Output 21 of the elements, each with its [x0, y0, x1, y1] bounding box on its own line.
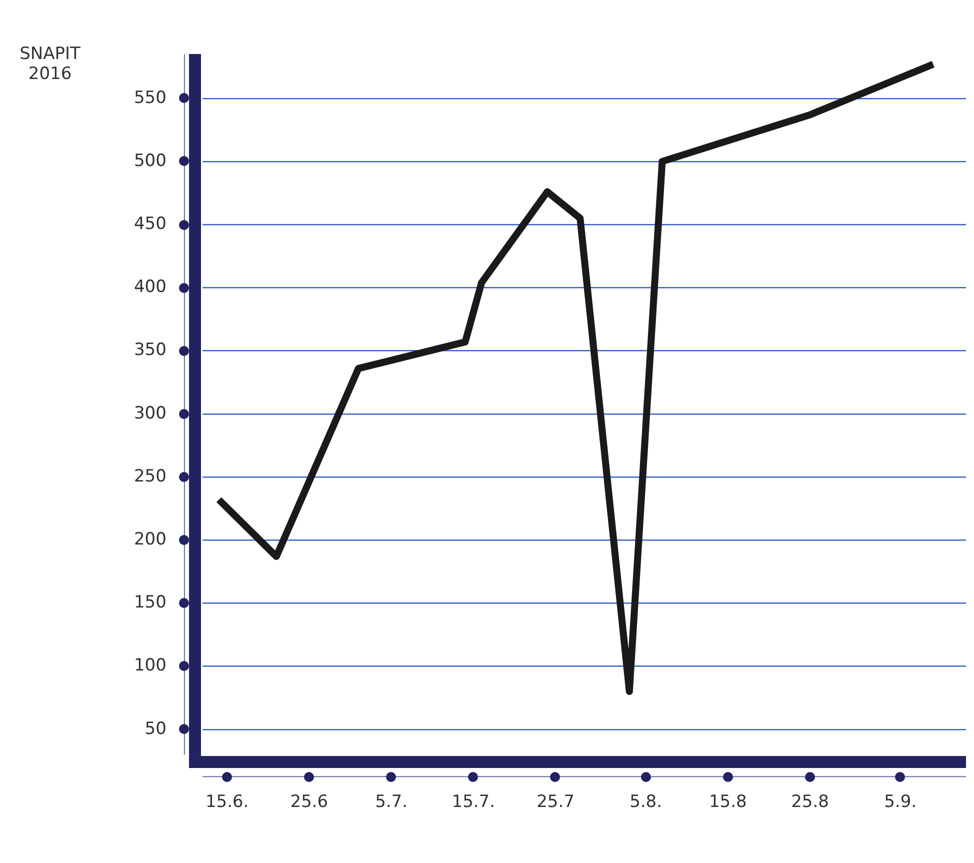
x-tick-label: 15.7.	[452, 792, 496, 812]
x-tick-label: 5.7.	[375, 792, 408, 812]
y-tick-label: 100	[134, 656, 166, 676]
y-tick-label: 400	[134, 277, 166, 298]
x-tick-label: 25.7	[536, 792, 574, 812]
y-tick-label: 550	[134, 88, 166, 108]
x-tick-label: 25.6	[290, 792, 328, 812]
x-tick-label: 5.8.	[630, 792, 662, 812]
y-tick-label: 500	[134, 150, 166, 171]
y-tick-label: 450	[134, 214, 166, 234]
y-tick-label: 350	[134, 340, 166, 360]
x-tick-label: 15.6.	[205, 792, 249, 812]
y-tick-label: 250	[134, 466, 166, 486]
x-tick-label: 25.8	[791, 792, 829, 812]
x-tick-label: 5.9.	[884, 792, 917, 812]
y-tick-label: 200	[134, 529, 166, 550]
y-tick-label: 150	[134, 592, 166, 613]
y-tick-label: 300	[134, 403, 166, 424]
y-axis-title: SNAPIT 2016	[20, 44, 82, 84]
x-tick-label: 15.8	[708, 792, 747, 812]
y-tick-label: 50	[144, 718, 166, 739]
